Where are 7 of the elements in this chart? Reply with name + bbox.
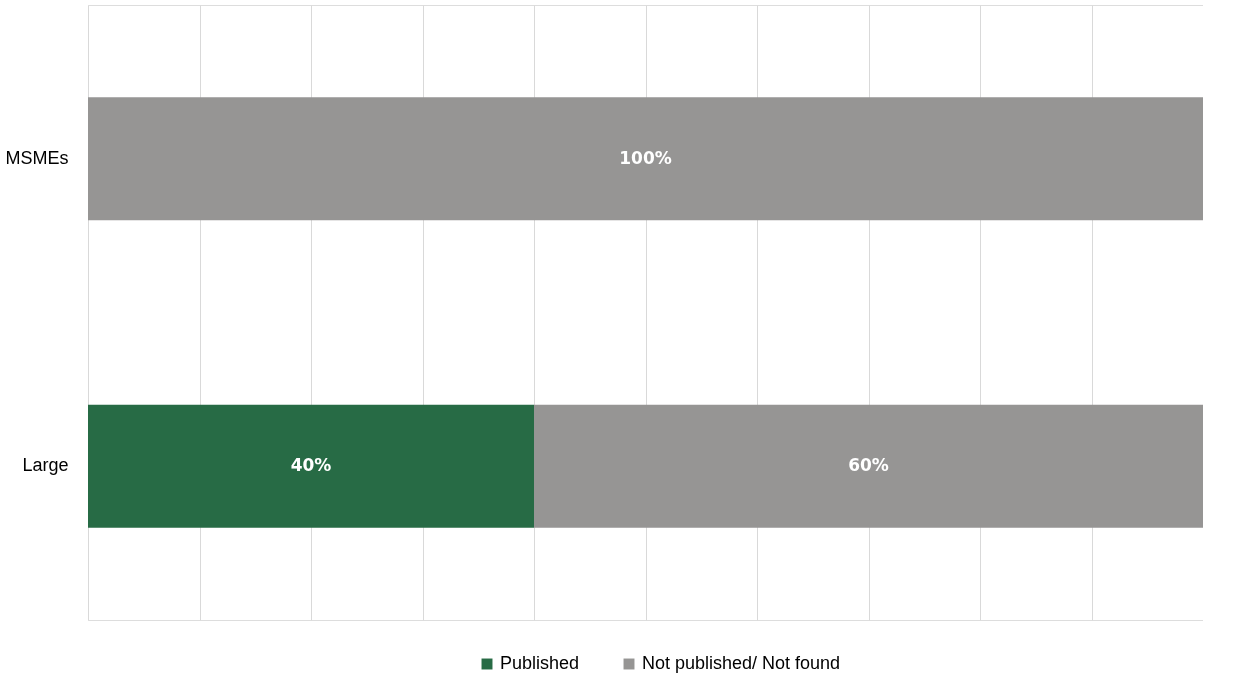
y-tick-label: Large [22, 455, 69, 476]
data-label: 40% [290, 455, 332, 476]
data-label: 100% [619, 147, 672, 168]
legend-label: Not published/ Not found [642, 653, 841, 673]
data-label: 60% [848, 455, 889, 476]
y-tick-label: MSMEs [5, 147, 69, 168]
legend-label: Published [500, 653, 580, 673]
